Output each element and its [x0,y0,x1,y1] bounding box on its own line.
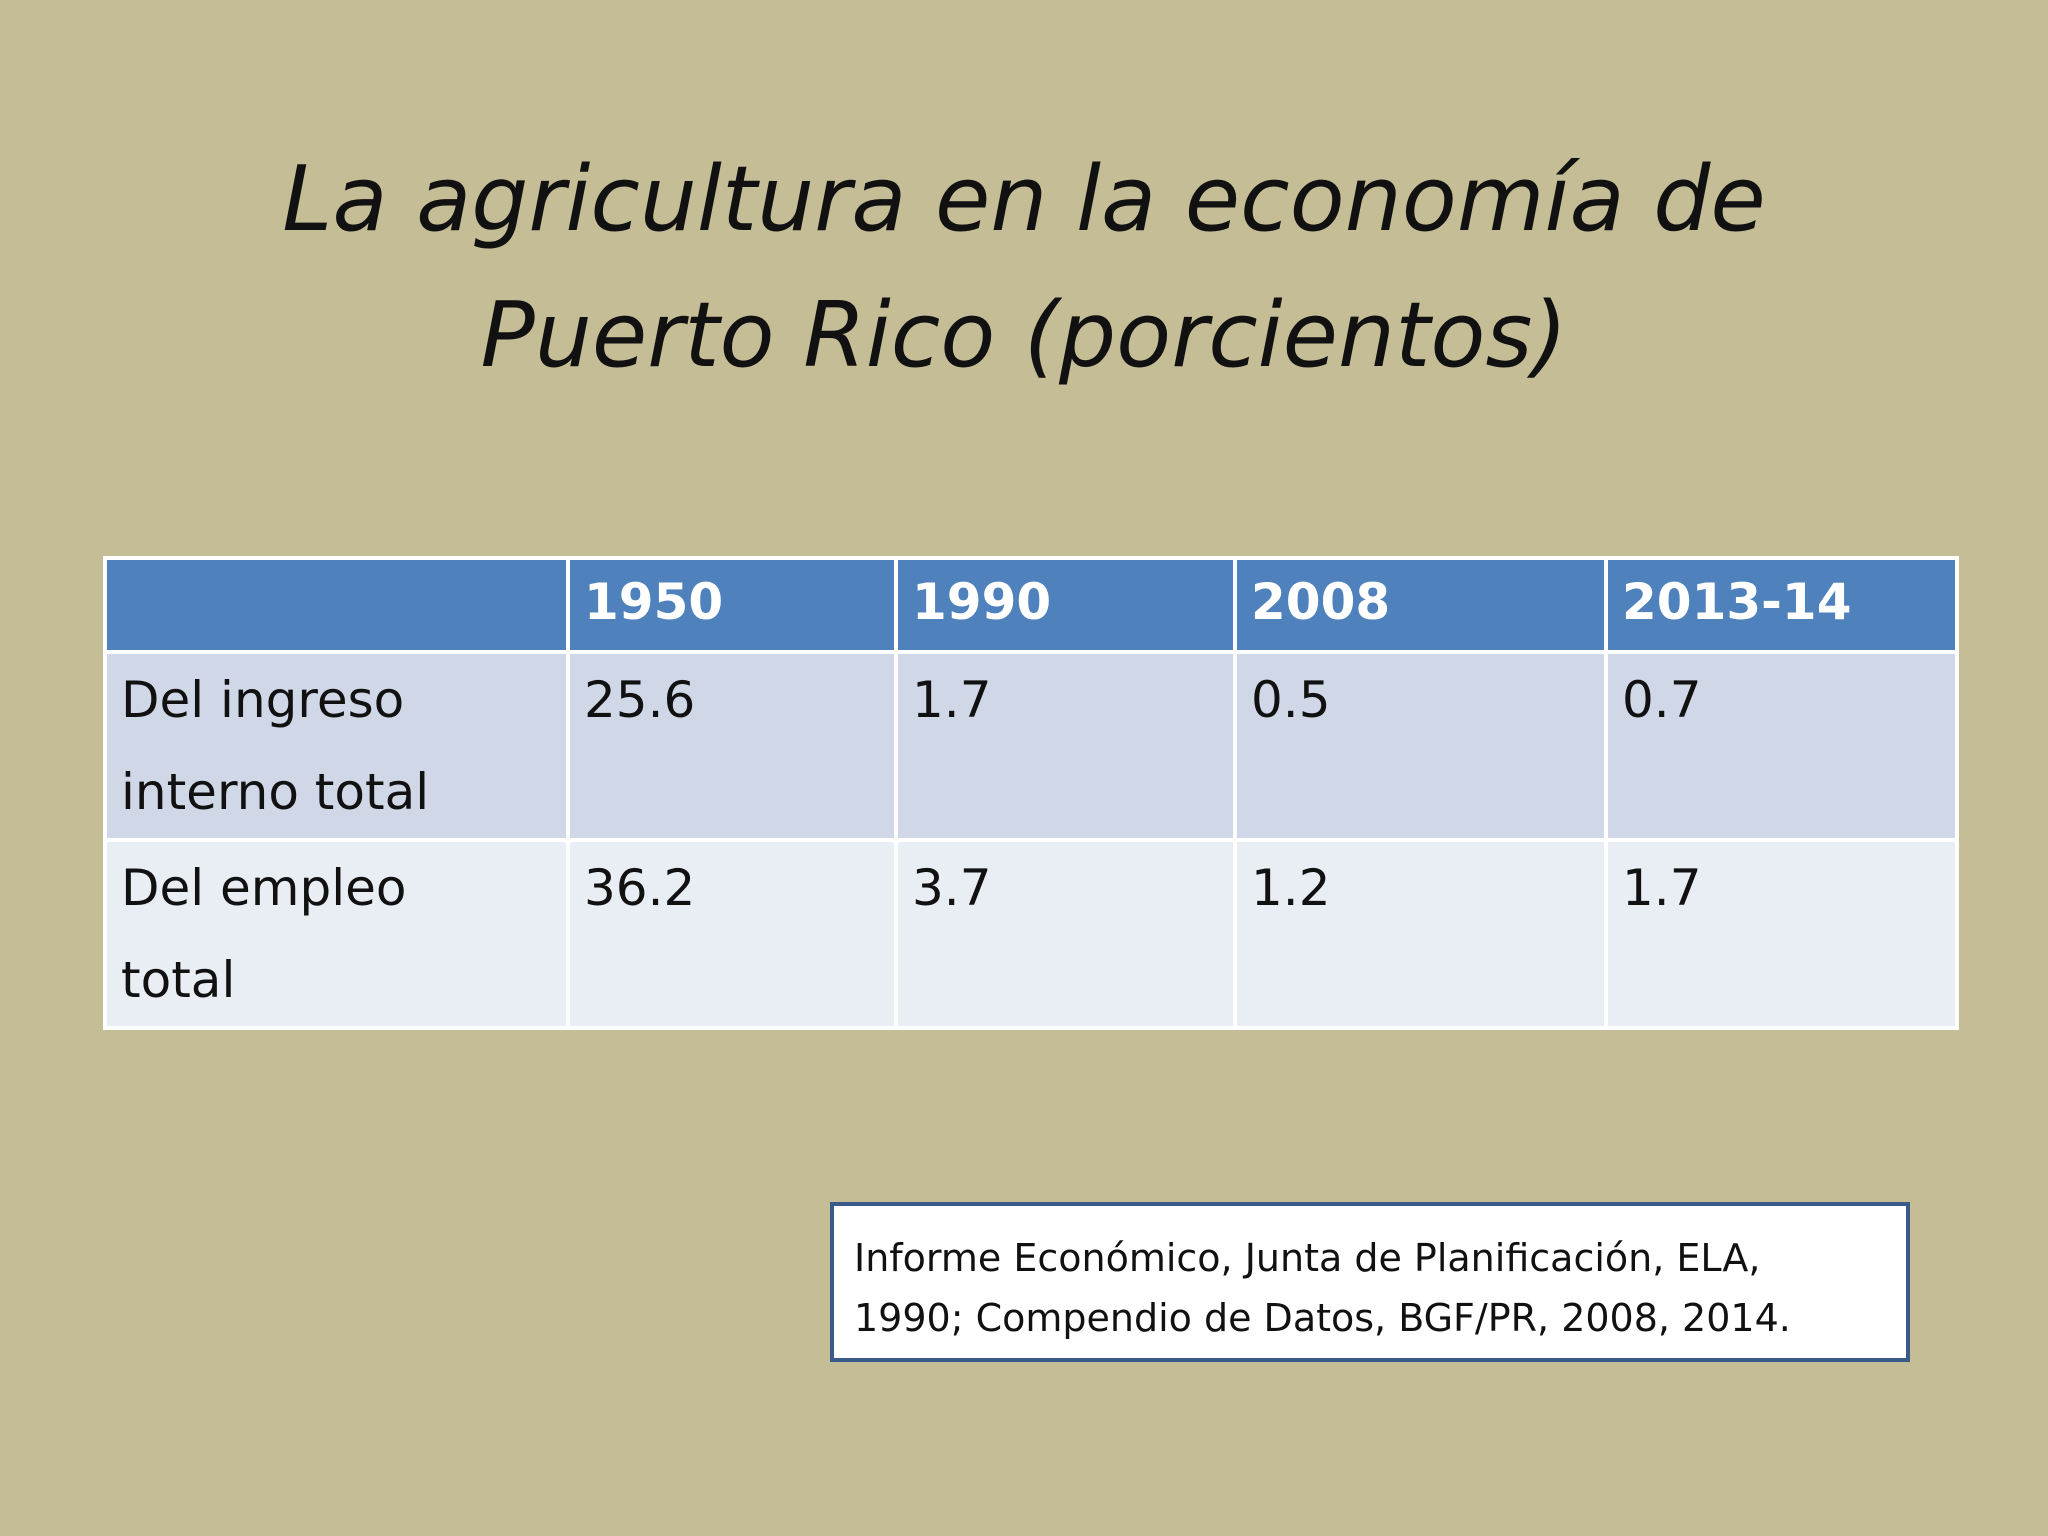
table-row-empleo: Del empleo total 36.2 3.7 1.2 1.7 [103,838,1959,1030]
slide-title-line-2: Puerto Rico (porcientos) [480,283,1568,388]
slide-title: La agricultura en la economía de Puerto … [224,132,1824,404]
cell-empleo-1950: 36.2 [566,838,898,1030]
source-citation-line-1: Informe Económico, Junta de Planificació… [854,1236,1761,1280]
source-citation-box: Informe Económico, Junta de Planificació… [830,1202,1910,1362]
cell-ingreso-2013-14: 0.7 [1604,650,1959,842]
cell-ingreso-1990: 1.7 [894,650,1237,842]
row-label-empleo-line-1: Del empleo [121,859,407,917]
header-cell-empty [103,556,570,654]
slide-title-line-1: La agricultura en la economía de [282,147,1766,252]
cell-ingreso-2008: 0.5 [1233,650,1608,842]
table-row-ingreso: Del ingreso interno total 25.6 1.7 0.5 0… [103,650,1959,842]
row-label-ingreso-line-2: interno total [121,763,430,821]
cell-empleo-2008: 1.2 [1233,838,1608,1030]
cell-empleo-2013-14: 1.7 [1604,838,1959,1030]
header-cell-1990: 1990 [894,556,1237,654]
header-cell-2013-14: 2013-14 [1604,556,1959,654]
row-label-ingreso: Del ingreso interno total [103,650,570,842]
header-cell-2008: 2008 [1233,556,1608,654]
table-header-row: 1950 1990 2008 2013-14 [103,556,1959,654]
header-cell-1950: 1950 [566,556,898,654]
agriculture-data-table: 1950 1990 2008 2013-14 Del ingreso inter… [103,556,1959,1030]
row-label-ingreso-line-1: Del ingreso [121,671,405,729]
cell-ingreso-1950: 25.6 [566,650,898,842]
row-label-empleo-line-2: total [121,951,236,1009]
source-citation-line-2: 1990; Compendio de Datos, BGF/PR, 2008, … [854,1296,1791,1340]
row-label-empleo: Del empleo total [103,838,570,1030]
cell-empleo-1990: 3.7 [894,838,1237,1030]
